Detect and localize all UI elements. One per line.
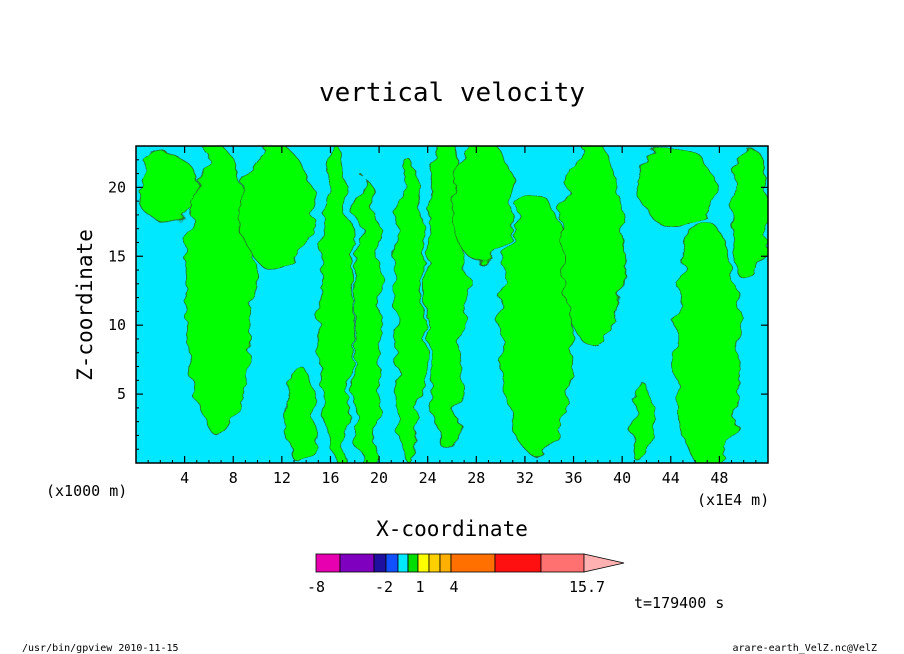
colorbar-swatch xyxy=(494,553,542,573)
x-tick-label: 40 xyxy=(613,469,631,487)
x-unit-right: (x1E4 m) xyxy=(697,491,769,509)
contour-region xyxy=(353,180,381,463)
colorbar-swatch xyxy=(407,553,419,573)
colorbar-swatch xyxy=(315,553,341,573)
colorbar-swatch xyxy=(417,553,430,573)
colorbar-swatch xyxy=(450,553,496,573)
colorbar-swatch xyxy=(540,553,585,573)
contour-region xyxy=(136,152,198,223)
chart-title: vertical velocity xyxy=(319,78,585,108)
x-tick-label: 20 xyxy=(370,469,388,487)
x-tick-label: 32 xyxy=(516,469,534,487)
contour-region xyxy=(630,379,651,463)
contour-region xyxy=(675,221,740,463)
y-tick-label: 10 xyxy=(108,316,126,334)
colorbar-swatch xyxy=(339,553,375,573)
contour-region xyxy=(320,146,353,463)
footer-right: arare-earth_VelZ.nc@VelZ xyxy=(733,643,878,654)
x-axis-label: X-coordinate xyxy=(376,517,528,541)
x-tick-label: 36 xyxy=(565,469,583,487)
colorbar-label: -2 xyxy=(375,578,393,596)
colorbar-swatch xyxy=(397,553,409,573)
x-unit-left: (x1000 m) xyxy=(46,482,127,500)
contour-region xyxy=(451,146,514,264)
plot-area xyxy=(135,145,769,464)
colorbar xyxy=(315,553,625,573)
contour-region xyxy=(560,146,623,347)
x-tick-label: 8 xyxy=(229,469,238,487)
colorbar-labels: -8 -2 1 4 15.7 xyxy=(307,578,605,596)
colorbar-label: 15.7 xyxy=(569,578,605,596)
x-tick-label: 4 xyxy=(180,469,189,487)
y-axis-label: Z-coordinate xyxy=(73,229,97,381)
colorbar-swatch xyxy=(373,553,387,573)
y-tick-label: 5 xyxy=(117,385,126,403)
x-tick-label: 16 xyxy=(321,469,339,487)
contour-region xyxy=(238,146,313,271)
x-tick-label: 28 xyxy=(467,469,485,487)
y-axis: 5 10 15 20 xyxy=(108,159,768,450)
colorbar-swatch xyxy=(428,553,441,573)
contour-region xyxy=(285,366,316,463)
contour-region xyxy=(639,146,714,230)
contour-region xyxy=(731,146,768,285)
x-tick-label: 12 xyxy=(273,469,291,487)
contour-region xyxy=(394,159,425,463)
contour-regions xyxy=(136,146,768,463)
colorbar-extension-arrow xyxy=(583,553,625,573)
x-tick-label: 24 xyxy=(419,469,437,487)
footer-left: /usr/bin/gpview 2010-11-15 xyxy=(22,643,179,654)
x-axis: 4 8 12 16 20 24 28 32 36 40 44 48 xyxy=(147,146,757,487)
contour-region xyxy=(185,146,252,436)
x-tick-label: 48 xyxy=(710,469,728,487)
y-tick-label: 15 xyxy=(108,247,126,265)
colorbar-label: 4 xyxy=(449,578,458,596)
colorbar-swatch xyxy=(385,553,399,573)
colorbar-swatch xyxy=(439,553,452,573)
x-tick-label: 44 xyxy=(662,469,680,487)
y-tick-label: 20 xyxy=(108,178,126,196)
time-label: t=179400 s xyxy=(634,594,724,612)
colorbar-label: 1 xyxy=(415,578,424,596)
colorbar-label: -8 xyxy=(307,578,325,596)
